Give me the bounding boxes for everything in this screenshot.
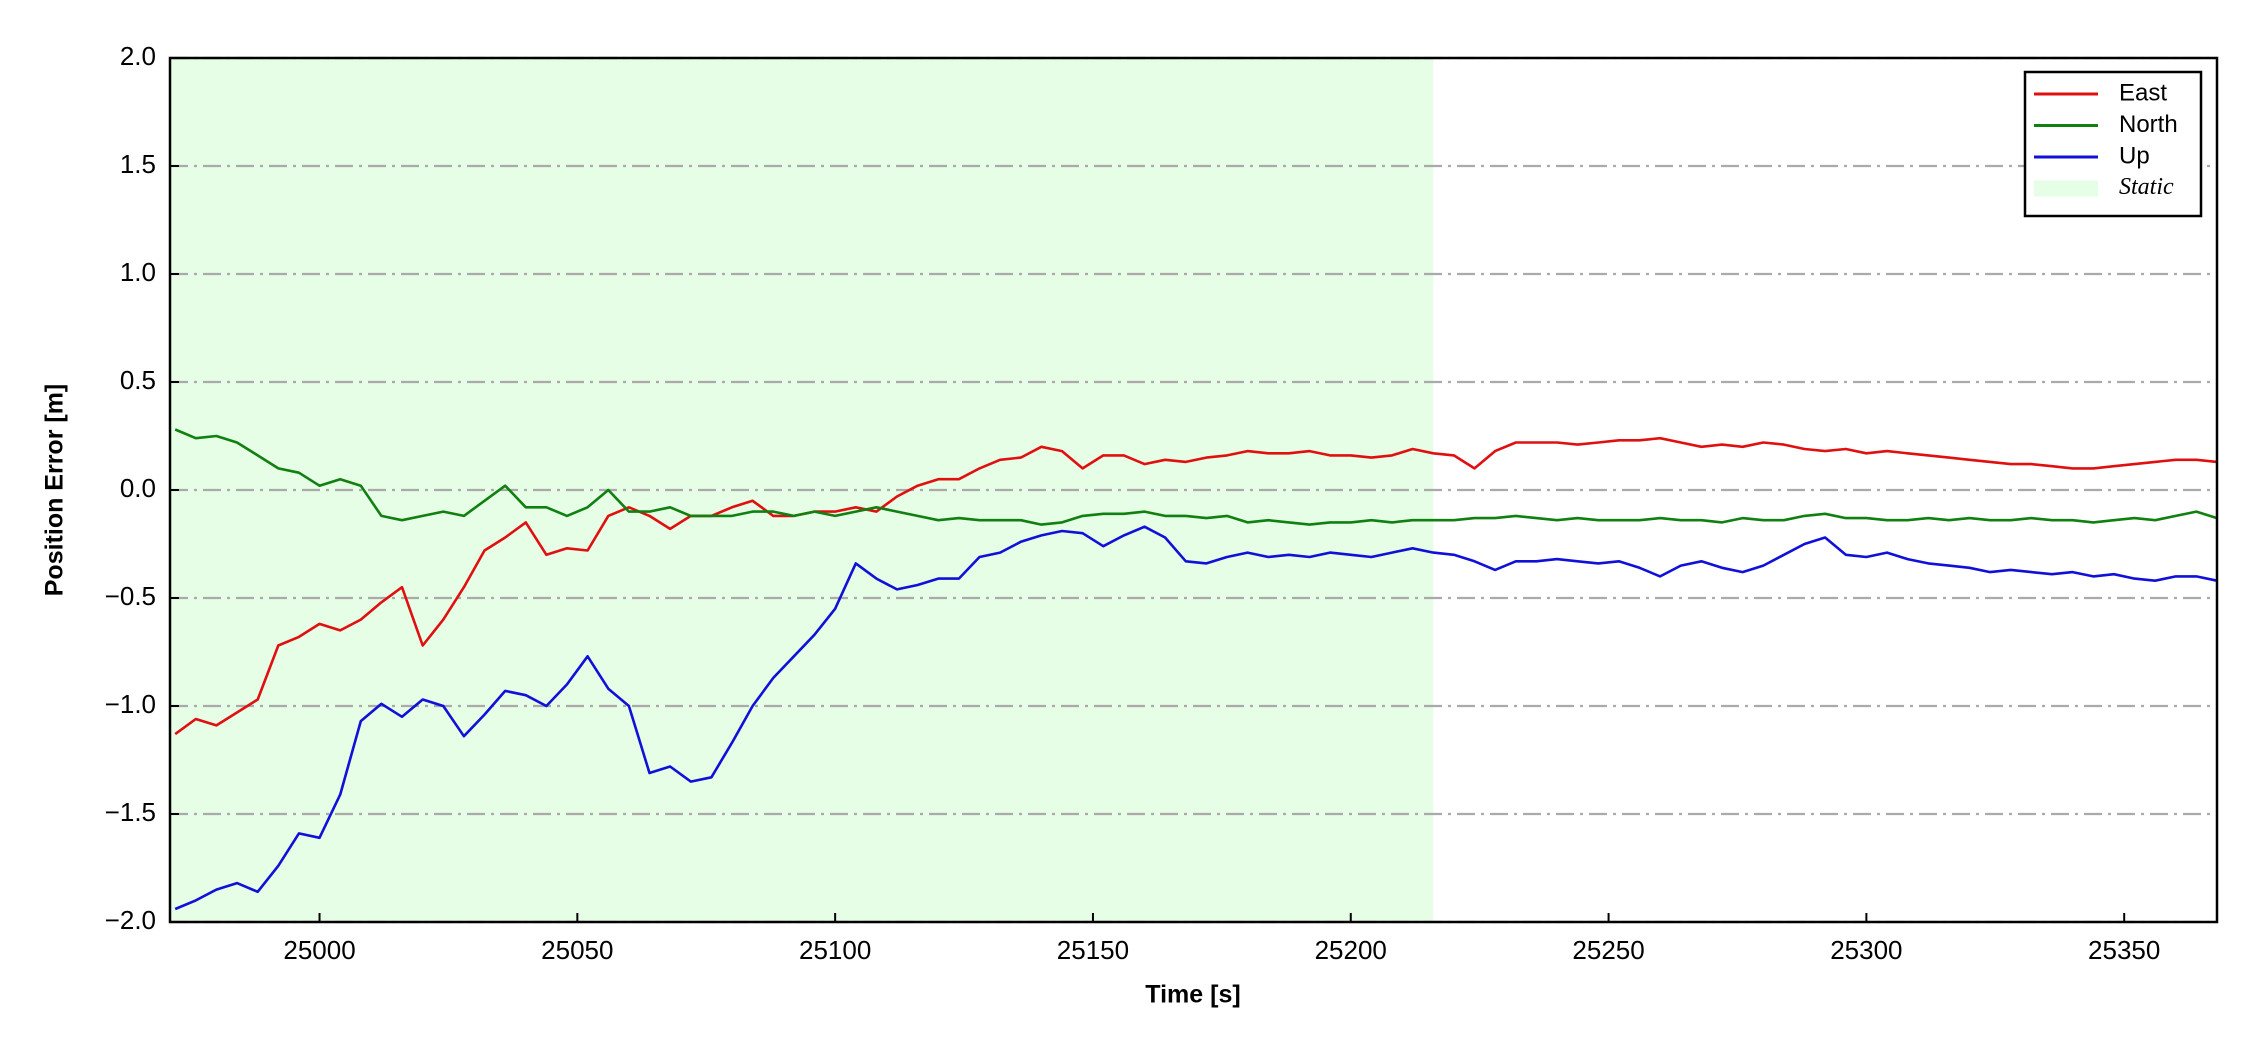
- x-tick-label: 25200: [1315, 935, 1387, 965]
- legend-label: Up: [2119, 142, 2150, 169]
- legend-label: Static: [2119, 174, 2174, 200]
- x-tick-label: 25350: [2088, 935, 2160, 965]
- x-tick-label: 25000: [283, 935, 355, 965]
- legend-swatch: [2034, 180, 2098, 197]
- series-line: [174, 436, 2218, 736]
- plot-frame: [168, 56, 2219, 924]
- legend-label: East: [2119, 79, 2167, 106]
- x-tick-label: 25250: [1572, 935, 1644, 965]
- x-tick-label: 25050: [541, 935, 613, 965]
- y-tick-label: −0.5: [105, 581, 156, 611]
- y-tick-label: −1.0: [105, 689, 156, 719]
- y-tick-label: −2.0: [105, 905, 156, 935]
- x-axis-label: Time [s]: [1145, 981, 1240, 1009]
- y-tick-label: 2.0: [120, 41, 156, 71]
- y-tick-label: 0.0: [120, 473, 156, 503]
- x-tick-label: 25100: [799, 935, 871, 965]
- x-tick-label: 25150: [1057, 935, 1129, 965]
- y-tick-label: 0.5: [120, 365, 156, 395]
- x-tick-label: 25300: [1830, 935, 1902, 965]
- legend-label: North: [2119, 111, 2178, 138]
- y-tick-label: −1.5: [105, 797, 156, 827]
- y-tick-label: 1.5: [120, 149, 156, 179]
- y-tick-label: 1.0: [120, 257, 156, 287]
- series-line: [174, 428, 2218, 526]
- series-line: [174, 525, 2218, 911]
- y-axis-label: Position Error [m]: [41, 384, 69, 597]
